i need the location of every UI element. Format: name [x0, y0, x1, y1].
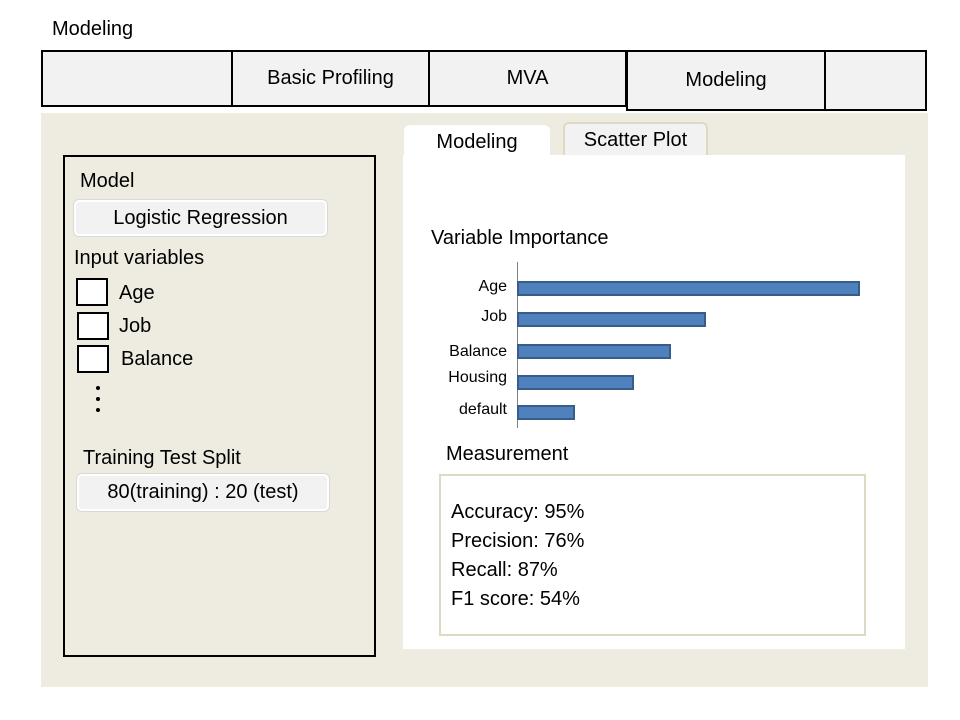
model-select[interactable]: Logistic Regression — [74, 200, 327, 236]
measurement-box: Accuracy: 95% Precision: 76% Recall: 87%… — [439, 474, 866, 636]
tab-blank-left[interactable] — [41, 50, 233, 107]
tab-blank-right[interactable] — [824, 50, 927, 111]
metric-accuracy: Accuracy: 95% — [451, 501, 585, 523]
bar-age — [517, 281, 860, 296]
tab-basic-profiling[interactable]: Basic Profiling — [231, 50, 430, 107]
subtab-scatter-plot[interactable]: Scatter Plot — [563, 122, 708, 156]
split-select[interactable]: 80(training) : 20 (test) — [77, 474, 329, 511]
variable-label-age: Age — [119, 282, 155, 304]
page-title: Modeling — [52, 18, 134, 40]
bar-label-default: default — [458, 401, 507, 418]
metric-recall: Recall: 87% — [451, 559, 558, 581]
checkbox-age[interactable] — [76, 278, 108, 306]
more-variables-ellipsis — [96, 386, 102, 412]
variable-importance-title: Variable Importance — [431, 227, 609, 249]
bar-label-housing: Housing — [448, 369, 507, 386]
checkbox-job[interactable] — [77, 312, 109, 340]
bar-label-age: Age — [478, 278, 507, 295]
split-label: Training Test Split — [83, 447, 241, 469]
model-settings-panel — [63, 155, 376, 657]
metric-precision: Precision: 76% — [451, 530, 585, 552]
bar-housing — [517, 375, 634, 390]
tab-modeling[interactable]: Modeling — [626, 50, 826, 111]
variable-label-job: Job — [119, 315, 152, 337]
bar-label-job: Job — [481, 308, 507, 325]
metric-f1-score: F1 score: 54% — [451, 588, 580, 610]
bar-job — [517, 312, 706, 327]
top-tab-bar: Basic Profiling MVA Modeling — [41, 50, 927, 111]
tab-mva[interactable]: MVA — [428, 50, 627, 107]
model-label: Model — [80, 170, 135, 192]
variable-label-balance: Balance — [121, 348, 194, 370]
bar-default — [517, 405, 575, 420]
bar-balance — [517, 344, 671, 359]
subtab-modeling[interactable]: Modeling — [404, 125, 550, 159]
bar-label-balance: Balance — [449, 343, 507, 360]
input-variables-label: Input variables — [74, 247, 205, 269]
checkbox-balance[interactable] — [77, 345, 109, 373]
measurement-title: Measurement — [446, 443, 569, 465]
